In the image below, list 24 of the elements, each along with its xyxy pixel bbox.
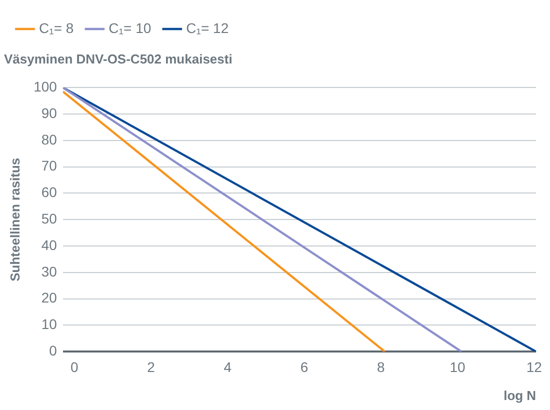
y-tick-label: 80 [41,131,58,148]
legend-label: C₁= 10 [108,20,152,36]
x-tick-label: 0 [70,358,79,375]
y-tick-label: 50 [41,210,58,226]
x-tick-label: 4 [224,358,232,375]
y-tick-label: 60 [41,184,58,200]
x-tick-label: 2 [147,358,156,375]
legend-label: C₁= 8 [39,20,74,36]
chart-title: Väsyminen DNV-OS-C502 mukaisesti [4,51,232,66]
y-tick-label: 10 [41,316,58,332]
x-axis-title: log N [504,388,536,403]
y-tick-label: 30 [41,263,58,280]
y-tick-label: 40 [41,236,58,253]
x-tick-label: 6 [300,358,308,375]
x-tick-label: 10 [450,358,466,375]
legend-label: C₁= 12 [186,20,229,36]
y-tick-label: 70 [41,158,58,174]
x-tick-label: 8 [377,358,386,375]
y-tick-label: 100 [34,78,58,94]
x-tick-label: 12 [526,358,542,375]
y-tick-label: 0 [49,342,58,358]
y-axis-title: Suhteellinen rasitus [7,158,22,282]
y-tick-label: 90 [41,104,58,121]
y-tick-label: 20 [41,290,58,306]
